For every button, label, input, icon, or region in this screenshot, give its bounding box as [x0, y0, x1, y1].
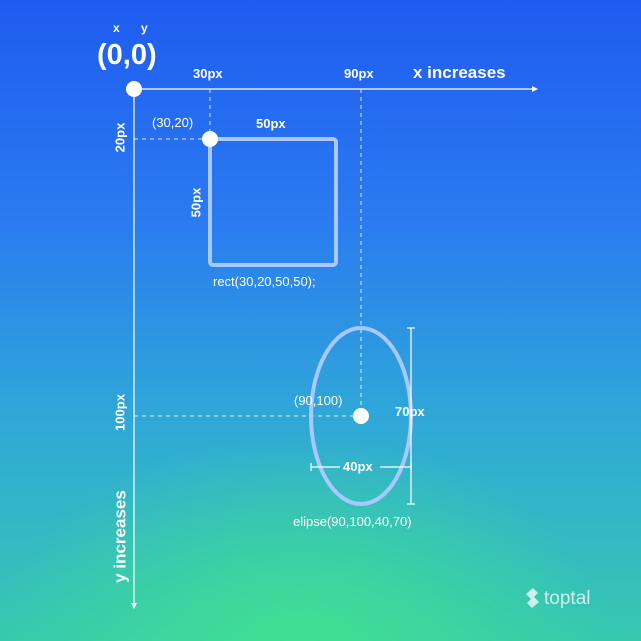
- x-direction-label: x increases: [413, 63, 506, 82]
- ellipse-center-label: (90,100): [294, 393, 343, 408]
- origin-label: (0,0): [97, 39, 157, 71]
- tick-label-x90: 90px: [344, 66, 374, 81]
- rect-corner-label: (30,20): [152, 115, 194, 130]
- rect-corner-point: [202, 131, 218, 147]
- ellipse-height-label: 70px: [395, 404, 425, 419]
- brand-name: toptal: [544, 587, 591, 609]
- y-axis-letter: y: [141, 21, 148, 35]
- toptal-mark-icon: [526, 588, 539, 608]
- origin-point: [126, 81, 142, 97]
- tick-label-y20: 20px: [112, 122, 128, 153]
- x-axis-letter: x: [113, 21, 120, 35]
- ellipse-width-label: 40px: [343, 459, 373, 474]
- tick-label-x30: 30px: [193, 66, 223, 81]
- rect-height-label: 50px: [188, 187, 204, 218]
- rect-call-label: rect(30,20,50,50);: [213, 274, 316, 289]
- ellipse-call-label: elipse(90,100,40,70): [293, 514, 412, 529]
- ellipse-center-point: [353, 408, 369, 424]
- rect-width-label: 50px: [256, 116, 286, 131]
- toptal-logo: toptal: [524, 588, 590, 608]
- y-direction-label: y increases: [110, 490, 130, 583]
- y-axis-arrowhead: [131, 603, 137, 609]
- tick-label-y100: 100px: [112, 394, 128, 431]
- rect-shape: [208, 137, 338, 267]
- x-axis-arrowhead: [532, 86, 538, 92]
